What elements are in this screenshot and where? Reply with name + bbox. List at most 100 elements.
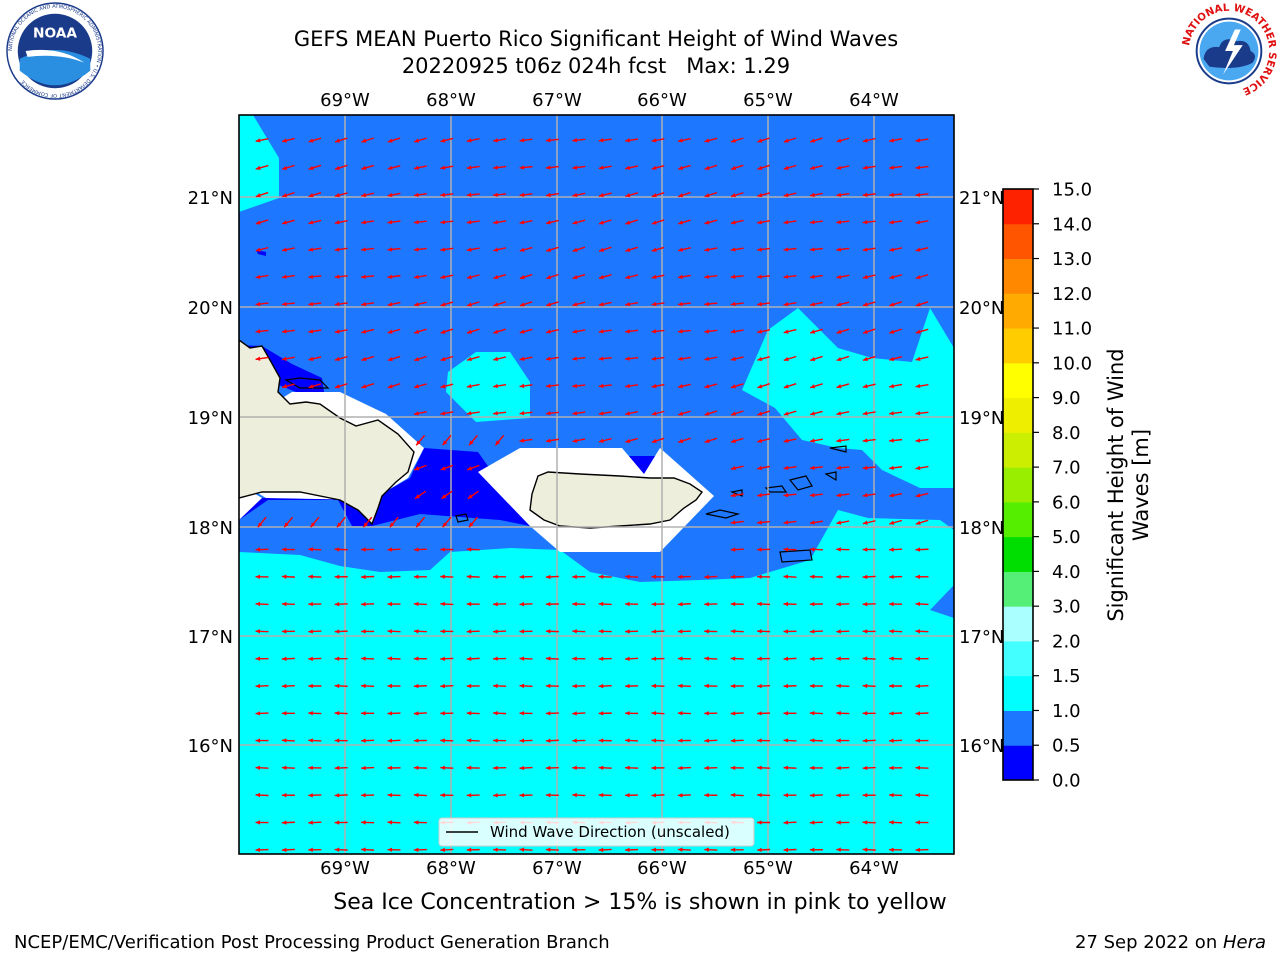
wave-direction-arrowhead	[704, 329, 710, 334]
wave-direction-arrowhead	[442, 522, 448, 528]
wave-direction-arrowhead	[757, 520, 762, 525]
wave-direction-arrowhead	[862, 465, 868, 470]
wave-direction-arrowhead	[704, 411, 710, 416]
wave-direction-arrowhead	[519, 383, 525, 389]
colorbar-cell	[1003, 328, 1033, 364]
wave-direction-arrowhead	[334, 193, 340, 198]
lat-label: 21°N	[188, 188, 233, 209]
wave-direction-arrowhead	[466, 711, 472, 716]
wave-direction-arrowhead	[519, 138, 525, 143]
map-legend: Wind Wave Direction (unscaled)	[438, 817, 755, 847]
wave-direction-arrowhead	[466, 411, 472, 416]
wave-direction-arrowhead	[466, 738, 472, 743]
wave-direction-arrowhead	[704, 601, 709, 607]
wave-direction-arrowhead	[519, 192, 525, 198]
wave-direction-arrowhead	[440, 765, 445, 770]
colorbar-cell	[1003, 293, 1033, 329]
wave-direction-arrowhead	[387, 219, 393, 225]
wave-direction-arrowhead	[572, 847, 577, 853]
wave-direction-arrowhead	[598, 438, 604, 443]
wave-direction-arrowhead	[836, 738, 841, 743]
wave-direction-arrowhead	[282, 193, 288, 198]
wave-direction-arrowhead	[255, 738, 261, 743]
wave-direction-arrowhead	[678, 411, 684, 416]
wave-direction-arrowhead	[783, 138, 789, 143]
wave-direction-arrowhead	[809, 492, 815, 498]
wave-direction-arrowhead	[361, 138, 367, 143]
wave-direction-arrowhead	[809, 683, 815, 689]
wave-direction-arrowhead	[915, 302, 921, 307]
wave-direction-arrowhead	[493, 138, 498, 143]
wave-direction-arrowhead	[651, 274, 657, 280]
wave-direction-arrowhead	[255, 220, 261, 225]
wave-direction-arrowhead	[915, 574, 921, 579]
wave-direction-arrowhead	[836, 165, 842, 170]
wave-direction-arrowhead	[387, 138, 393, 143]
wave-direction-arrowhead	[281, 820, 287, 825]
wave-direction-arrowhead	[915, 138, 921, 143]
wave-direction-arrowhead	[441, 494, 447, 499]
wave-direction-arrowhead	[255, 765, 261, 770]
land-hispaniola	[239, 339, 415, 526]
wave-direction-arrowhead	[334, 629, 340, 634]
lon-label: 68°W	[426, 90, 476, 111]
wave-direction-arrowhead	[466, 547, 472, 552]
wave-direction-arrowhead	[730, 656, 736, 661]
wave-direction-arrowhead	[545, 683, 551, 689]
wave-direction-arrowhead	[466, 847, 472, 853]
wave-direction-arrowhead	[836, 711, 841, 716]
wave-direction-arrowhead	[572, 574, 577, 580]
wave-direction-arrowhead	[519, 438, 525, 443]
wave-direction-arrowhead	[677, 656, 683, 661]
wave-direction-arrowhead	[493, 192, 498, 197]
wave-direction-arrowhead	[572, 438, 578, 443]
wave-direction-arrowhead	[572, 275, 578, 280]
colorbar-tick-label: 3.0	[1052, 597, 1081, 618]
wave-direction-arrowhead	[546, 275, 552, 280]
wave-direction-arrowhead	[862, 302, 868, 307]
wave-direction-arrowhead	[625, 274, 631, 280]
wave-direction-arrowhead	[809, 520, 815, 525]
wave-direction-arrowhead	[915, 356, 921, 361]
wave-direction-arrowhead	[572, 329, 578, 334]
wave-direction-arrowhead	[730, 683, 736, 689]
colorbar-cell	[1003, 571, 1033, 607]
lat-labels-left: 21°N 20°N 19°N 18°N 17°N 16°N	[188, 188, 233, 757]
wave-direction-arrowhead	[651, 793, 657, 798]
wave-direction-arrowhead	[862, 629, 868, 634]
wave-direction-arrowhead	[466, 165, 472, 170]
wave-direction-arrowhead	[545, 438, 551, 443]
wave-direction-arrowhead	[598, 356, 604, 361]
wave-direction-arrowhead	[334, 301, 340, 307]
wave-direction-arrowhead	[625, 601, 630, 607]
wave-direction-arrowhead	[519, 629, 525, 634]
wave-direction-arrowhead	[413, 192, 419, 198]
wave-direction-arrowhead	[809, 738, 815, 743]
wave-direction-arrowhead	[678, 247, 683, 252]
wave-direction-arrowhead	[915, 792, 921, 798]
wave-direction-arrowhead	[677, 711, 683, 716]
wave-direction-arrowhead	[915, 411, 921, 416]
wave-direction-arrowhead	[704, 656, 709, 661]
wave-direction-arrowhead	[493, 738, 498, 743]
wave-direction-arrowhead	[651, 383, 657, 389]
wave-direction-arrowhead	[572, 247, 578, 252]
wave-direction-arrowhead	[889, 820, 894, 825]
wave-direction-arrowhead	[730, 274, 736, 279]
colorbar-cell	[1003, 536, 1033, 572]
wave-direction-arrowhead	[783, 520, 789, 525]
wave-direction-arrowhead	[440, 847, 445, 853]
colorbar-cells	[1003, 189, 1033, 781]
wave-direction-arrowhead	[889, 601, 894, 607]
wave-direction-arrowhead	[255, 656, 261, 661]
wave-direction-arrowhead	[783, 847, 789, 853]
wave-direction-arrowhead	[862, 847, 868, 852]
wave-direction-arrowhead	[757, 220, 763, 225]
wave-direction-arrowhead	[519, 329, 525, 334]
wave-direction-arrowhead	[545, 601, 551, 607]
wave-direction-arrowhead	[598, 738, 604, 743]
wave-direction-arrowhead	[783, 274, 789, 279]
nws-logo: NATIONAL WEATHER SERVICE	[1180, 2, 1278, 100]
wave-direction-arrowhead	[308, 601, 313, 607]
map-area	[239, 115, 954, 854]
